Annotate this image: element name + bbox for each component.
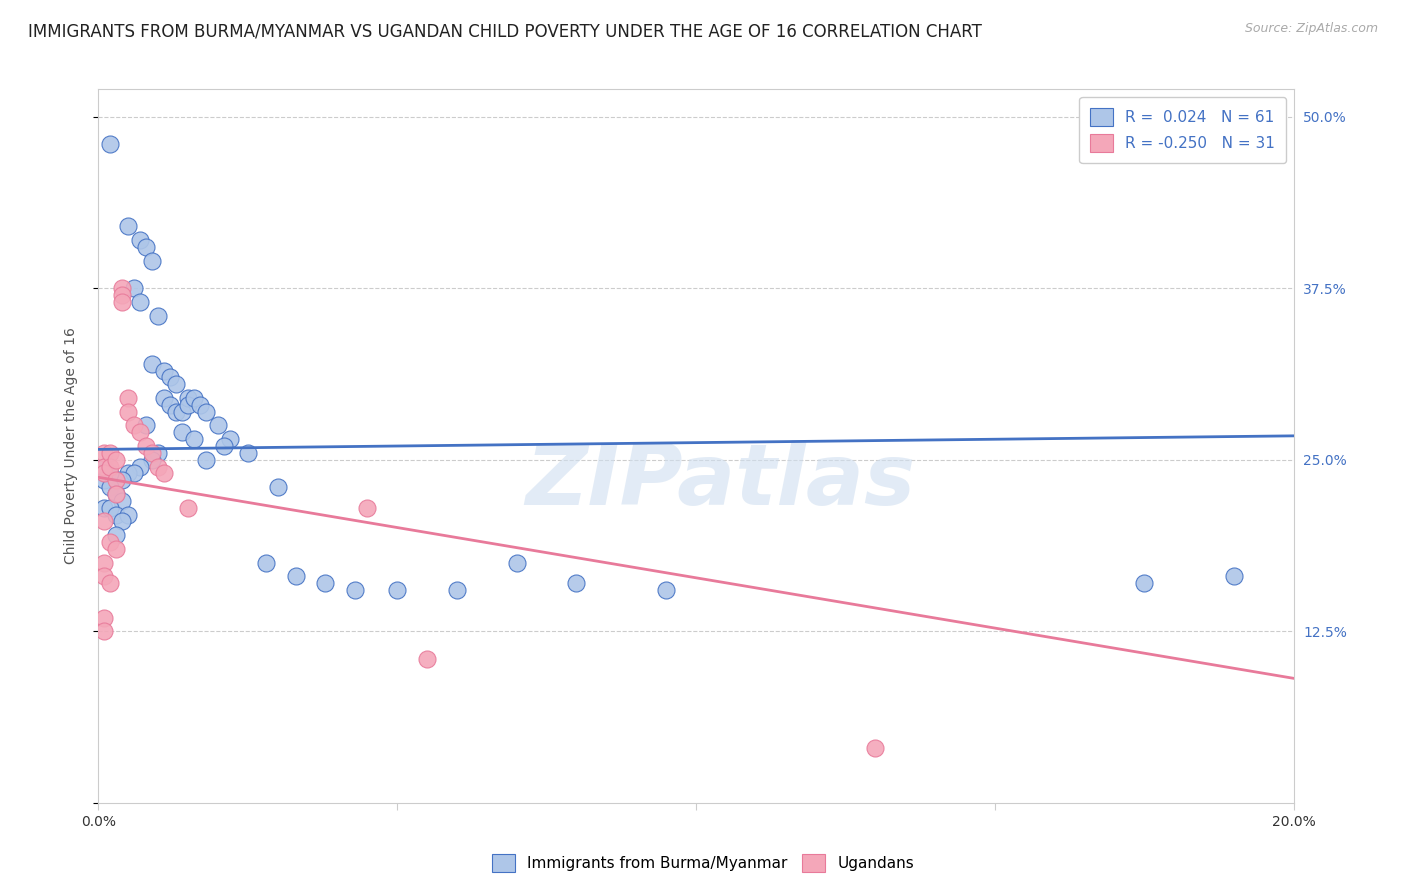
Legend: Immigrants from Burma/Myanmar, Ugandans: Immigrants from Burma/Myanmar, Ugandans bbox=[484, 846, 922, 880]
Point bbox=[111, 473, 134, 487]
Point bbox=[117, 467, 139, 481]
Point bbox=[153, 391, 176, 405]
Point bbox=[315, 576, 337, 591]
Point bbox=[93, 556, 115, 570]
Point bbox=[153, 467, 176, 481]
Text: ZIPatlas: ZIPatlas bbox=[524, 440, 915, 524]
Point bbox=[141, 446, 163, 460]
Point bbox=[135, 439, 157, 453]
Legend: R =  0.024   N = 61, R = -0.250   N = 31: R = 0.024 N = 61, R = -0.250 N = 31 bbox=[1080, 97, 1286, 163]
Text: Source: ZipAtlas.com: Source: ZipAtlas.com bbox=[1244, 22, 1378, 36]
Point bbox=[124, 418, 146, 433]
Text: IMMIGRANTS FROM BURMA/MYANMAR VS UGANDAN CHILD POVERTY UNDER THE AGE OF 16 CORRE: IMMIGRANTS FROM BURMA/MYANMAR VS UGANDAN… bbox=[28, 22, 981, 40]
Point bbox=[93, 473, 115, 487]
Point bbox=[284, 569, 307, 583]
Point bbox=[385, 583, 409, 598]
Y-axis label: Child Poverty Under the Age of 16: Child Poverty Under the Age of 16 bbox=[63, 327, 77, 565]
Point bbox=[188, 398, 211, 412]
Point bbox=[135, 418, 157, 433]
Point bbox=[93, 624, 115, 639]
Point bbox=[446, 583, 468, 598]
Point bbox=[105, 487, 128, 501]
Point bbox=[93, 459, 115, 474]
Point bbox=[177, 391, 200, 405]
Point bbox=[93, 467, 115, 481]
Point bbox=[100, 446, 122, 460]
Point bbox=[195, 405, 218, 419]
Point bbox=[148, 446, 170, 460]
Point bbox=[148, 309, 170, 323]
Point bbox=[111, 515, 134, 529]
Point bbox=[100, 137, 122, 152]
Point bbox=[105, 508, 128, 522]
Point bbox=[111, 494, 134, 508]
Point bbox=[165, 405, 187, 419]
Point bbox=[105, 452, 128, 467]
Point bbox=[865, 740, 887, 755]
Point bbox=[254, 556, 277, 570]
Point bbox=[506, 556, 529, 570]
Point bbox=[93, 459, 115, 474]
Point bbox=[159, 398, 181, 412]
Point bbox=[100, 467, 122, 481]
Point bbox=[93, 515, 115, 529]
Point bbox=[195, 452, 218, 467]
Point bbox=[165, 377, 187, 392]
Point bbox=[100, 459, 122, 474]
Point bbox=[212, 439, 235, 453]
Point bbox=[655, 583, 678, 598]
Point bbox=[93, 569, 115, 583]
Point bbox=[111, 294, 134, 309]
Point bbox=[124, 281, 146, 295]
Point bbox=[117, 391, 139, 405]
Point bbox=[153, 363, 176, 377]
Point bbox=[172, 425, 194, 440]
Point bbox=[93, 610, 115, 624]
Point bbox=[177, 500, 200, 515]
Point bbox=[172, 405, 194, 419]
Point bbox=[105, 487, 128, 501]
Point bbox=[1133, 576, 1156, 591]
Point bbox=[416, 651, 439, 665]
Point bbox=[100, 576, 122, 591]
Point bbox=[100, 480, 122, 494]
Point bbox=[267, 480, 290, 494]
Point bbox=[141, 253, 163, 268]
Point bbox=[100, 500, 122, 515]
Point bbox=[1223, 569, 1246, 583]
Point bbox=[111, 281, 134, 295]
Point bbox=[565, 576, 588, 591]
Point bbox=[93, 467, 115, 481]
Point bbox=[117, 219, 139, 234]
Point bbox=[183, 432, 205, 446]
Point bbox=[93, 446, 115, 460]
Point bbox=[105, 528, 128, 542]
Point bbox=[111, 288, 134, 302]
Point bbox=[141, 357, 163, 371]
Point bbox=[207, 418, 229, 433]
Point bbox=[183, 391, 205, 405]
Point bbox=[148, 459, 170, 474]
Point bbox=[124, 467, 146, 481]
Point bbox=[219, 432, 242, 446]
Point bbox=[93, 500, 115, 515]
Point bbox=[117, 508, 139, 522]
Point bbox=[159, 370, 181, 384]
Point bbox=[135, 240, 157, 254]
Point bbox=[117, 405, 139, 419]
Point bbox=[129, 233, 152, 247]
Point bbox=[344, 583, 367, 598]
Point bbox=[129, 459, 152, 474]
Point bbox=[236, 446, 259, 460]
Point bbox=[129, 425, 152, 440]
Point bbox=[177, 398, 200, 412]
Point bbox=[141, 452, 163, 467]
Point bbox=[356, 500, 378, 515]
Point bbox=[100, 535, 122, 549]
Point bbox=[105, 541, 128, 556]
Point bbox=[129, 294, 152, 309]
Point bbox=[105, 473, 128, 487]
Point bbox=[105, 473, 128, 487]
